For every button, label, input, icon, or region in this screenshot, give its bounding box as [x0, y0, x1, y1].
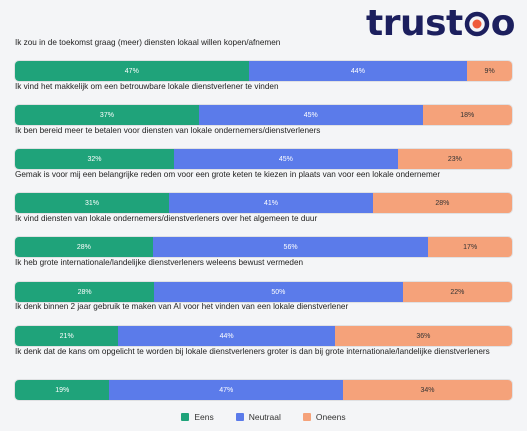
trustoo-logo: trust o [366, 6, 515, 42]
logo-text-end: o [490, 3, 516, 44]
stacked-bar: 21% 44% 36% [15, 326, 512, 346]
data-label: 44% [350, 67, 365, 75]
question-label: Gemak is voor mij een belangrijke reden … [15, 170, 441, 179]
bar-segment-neutraal: 50% [154, 282, 403, 302]
legend-label: Eens [194, 412, 214, 422]
question-label: Ik vind het makkelijk om een betrouwbare… [15, 82, 279, 91]
chart-legend: Eens Neutraal Oneens [0, 412, 527, 422]
legend-item-oneens: Oneens [302, 412, 346, 422]
stacked-bar: 28% 56% 17% [15, 237, 512, 257]
legend-label: Oneens [315, 412, 346, 422]
data-label: 36% [416, 332, 431, 340]
bar-segment-eens: 19% [15, 380, 110, 400]
data-label: 45% [303, 111, 318, 119]
data-label: 34% [420, 386, 435, 394]
bar-segment-neutraal: 44% [118, 326, 335, 346]
bar-segment-eens: 32% [15, 149, 175, 169]
data-label: 44% [219, 332, 234, 340]
data-label: 47% [219, 386, 234, 394]
stacked-bar: 32% 45% 23% [15, 149, 512, 169]
bar-segment-oneens: 28% [372, 193, 512, 213]
bar-segment-neutraal: 44% [248, 61, 468, 81]
data-label: 32% [87, 155, 102, 163]
question-label: Ik zou in de toekomst graag (meer) diens… [15, 38, 281, 47]
stacked-bar: 47% 44% 9% [15, 61, 512, 81]
question-label: Ik heb grote internationale/landelijke d… [15, 258, 304, 267]
question-label: Ik ben bereid meer te betalen voor diens… [15, 126, 321, 135]
data-label: 56% [283, 243, 298, 251]
data-label: 41% [263, 199, 278, 207]
bar-segment-oneens: 34% [343, 380, 512, 400]
bar-segment-eens: 37% [15, 105, 199, 125]
bar-segment-eens: 21% [15, 326, 119, 346]
data-label: 21% [59, 332, 74, 340]
data-label: 47% [124, 67, 139, 75]
bar-segment-eens: 28% [15, 237, 153, 257]
data-label: 45% [278, 155, 293, 163]
bar-segment-oneens: 18% [422, 105, 512, 125]
legend-label: Neutraal [248, 412, 281, 422]
question-label: Ik denk dat de kans om opgelicht te word… [15, 347, 490, 356]
bar-segment-oneens: 9% [467, 61, 512, 81]
legend-swatch [235, 413, 244, 421]
data-label: 37% [99, 111, 114, 119]
data-label: 28% [76, 243, 91, 251]
bar-segment-neutraal: 45% [198, 105, 423, 125]
bar-segment-oneens: 36% [334, 326, 512, 346]
data-label: 28% [77, 288, 92, 296]
question-label: Ik denk binnen 2 jaar gebruik te maken v… [15, 302, 349, 311]
bar-segment-eens: 31% [15, 193, 170, 213]
bar-segment-oneens: 23% [397, 149, 512, 169]
legend-swatch [302, 413, 311, 421]
legend-item-neutraal: Neutraal [235, 412, 281, 422]
stacked-bar: 28% 50% 22% [15, 282, 512, 302]
data-label: 9% [484, 67, 495, 75]
data-label: 18% [460, 111, 475, 119]
bar-segment-eens: 47% [15, 61, 249, 81]
bar-segment-neutraal: 45% [174, 149, 398, 169]
bar-segment-neutraal: 47% [109, 380, 343, 400]
logo-text: trust [366, 3, 463, 44]
bar-segment-neutraal: 56% [152, 237, 429, 257]
bar-segment-neutraal: 41% [169, 193, 373, 213]
data-label: 31% [85, 199, 100, 207]
data-label: 22% [450, 288, 465, 296]
bar-segment-oneens: 17% [428, 237, 512, 257]
bar-segment-oneens: 22% [402, 282, 512, 302]
data-label: 17% [463, 243, 478, 251]
stacked-bar: 31% 41% 28% [15, 193, 512, 213]
data-label: 19% [55, 386, 70, 394]
stacked-bar: 19% 47% 34% [15, 380, 512, 400]
bar-segment-eens: 28% [15, 282, 155, 302]
legend-swatch [181, 413, 190, 421]
stacked-bar: 37% 45% 18% [15, 105, 512, 125]
logo-target-icon [464, 11, 490, 37]
question-label: Ik vind diensten van lokale ondernemers/… [15, 214, 318, 223]
data-label: 50% [271, 288, 286, 296]
legend-item-eens: Eens [181, 412, 214, 422]
data-label: 28% [435, 199, 450, 207]
data-label: 23% [447, 155, 462, 163]
